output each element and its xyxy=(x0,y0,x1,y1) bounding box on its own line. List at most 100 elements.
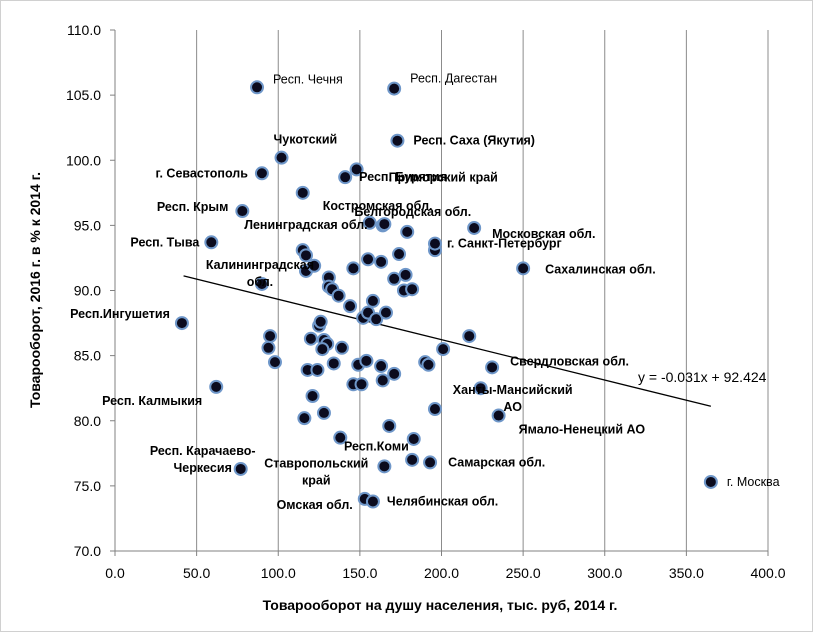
y-axis-title: Товарооборот, 2016 г. в % к 2014 г. xyxy=(27,172,43,408)
data-point xyxy=(400,224,415,239)
y-tick-label: 105.0 xyxy=(66,87,101,103)
point-label: Калининградская обл. xyxy=(206,258,314,289)
data-point xyxy=(343,299,358,314)
data-point xyxy=(436,342,451,357)
data-point xyxy=(382,418,397,433)
data-point xyxy=(333,430,348,445)
data-point xyxy=(362,215,377,230)
data-point xyxy=(392,247,407,262)
trendline-group xyxy=(183,275,712,407)
point-label: г. Санкт-Петербург xyxy=(447,237,562,251)
y-tick-label: 90.0 xyxy=(74,283,101,299)
data-point xyxy=(387,366,402,381)
point-label: Ямало-Ненецкий АО xyxy=(519,423,646,437)
y-tick-label: 70.0 xyxy=(74,543,101,559)
data-point xyxy=(338,170,353,185)
y-tick-label: 95.0 xyxy=(74,217,101,233)
point-label: Омская обл. xyxy=(277,498,353,512)
data-point xyxy=(375,373,390,388)
data-point xyxy=(295,185,310,200)
point-label: Ханты-Мансийский АО xyxy=(453,383,573,414)
point-label: г. Москва xyxy=(727,475,780,489)
point-label: г. Севастополь xyxy=(156,166,249,180)
point-label: Белгородская обл. xyxy=(354,205,471,219)
data-point xyxy=(250,80,265,95)
data-point xyxy=(378,305,393,320)
point-label: Челябинская обл. xyxy=(387,495,498,509)
point-label: Респ. Крым xyxy=(157,200,228,214)
data-point xyxy=(377,217,392,232)
data-point xyxy=(299,248,314,263)
point-label: Респ. Калмыкия xyxy=(102,394,202,408)
point-label: Свердловская обл. xyxy=(510,354,629,368)
data-point xyxy=(406,431,421,446)
data-point xyxy=(427,402,442,417)
point-label: Респ. Дагестан xyxy=(410,72,497,86)
data-point xyxy=(398,267,413,282)
point-label: Респ.Коми xyxy=(344,439,409,453)
data-point xyxy=(349,162,364,177)
data-point xyxy=(305,389,320,404)
data-point xyxy=(516,261,531,276)
data-point xyxy=(703,474,718,489)
data-point xyxy=(359,353,374,368)
data-point xyxy=(174,316,189,331)
point-label: Чукотский xyxy=(274,133,338,147)
data-point xyxy=(263,329,278,344)
point-label: Самарская обл. xyxy=(448,455,545,469)
data-point xyxy=(361,252,376,267)
y-tick-label: 100.0 xyxy=(66,152,101,168)
y-tick-label: 80.0 xyxy=(74,413,101,429)
data-point xyxy=(254,166,269,181)
data-point xyxy=(390,133,405,148)
data-point xyxy=(316,405,331,420)
point-label: Респ. Чечня xyxy=(273,72,343,86)
data-point xyxy=(331,288,346,303)
data-point xyxy=(369,312,384,327)
data-point xyxy=(235,204,250,219)
grid-lines xyxy=(196,30,769,551)
data-point xyxy=(233,461,248,476)
data-point xyxy=(204,235,219,250)
point-label: Сахалинская обл. xyxy=(545,262,656,276)
data-point xyxy=(387,81,402,96)
data-point xyxy=(377,459,392,474)
y-tick-label: 110.0 xyxy=(67,22,101,38)
point-labels: Респ. Чечня Респ. Дагестан Респ. Саха (Яку… xyxy=(70,72,779,512)
data-point xyxy=(374,359,389,374)
data-point xyxy=(491,408,506,423)
data-point xyxy=(209,379,224,394)
point-label: Респ. Тыва xyxy=(130,235,200,249)
data-point xyxy=(326,356,341,371)
trendline-equation: y = -0.031x + 92.424 xyxy=(638,369,767,385)
trendline xyxy=(183,275,712,407)
data-point xyxy=(297,411,312,426)
point-label: Московская обл. xyxy=(492,227,595,241)
data-points xyxy=(174,80,718,509)
x-tick-label: 300.0 xyxy=(587,565,622,581)
data-point xyxy=(467,220,482,235)
x-tick-label: 50.0 xyxy=(183,565,210,581)
data-point xyxy=(274,150,289,165)
x-axis-title: Товарооборот на душу населения, тыс. руб… xyxy=(263,597,618,613)
data-point xyxy=(307,258,322,273)
data-point xyxy=(387,271,402,286)
data-point xyxy=(354,377,369,392)
x-tick-label: 150.0 xyxy=(342,565,377,581)
x-tick-labels: 0.0 50.0 100.0 150.0 200.0 250.0 300.0 350.0 400… xyxy=(105,565,785,581)
point-label: Респ. Саха (Якутия) xyxy=(413,134,535,148)
data-point xyxy=(421,357,436,372)
data-point xyxy=(313,314,328,329)
data-point xyxy=(405,282,420,297)
data-point xyxy=(261,340,276,355)
data-point xyxy=(423,455,438,470)
data-point xyxy=(365,293,380,308)
data-point xyxy=(462,329,477,344)
data-point xyxy=(310,362,325,377)
data-point xyxy=(267,355,282,370)
data-point xyxy=(473,381,488,396)
data-point xyxy=(315,342,330,357)
data-point xyxy=(374,254,389,269)
